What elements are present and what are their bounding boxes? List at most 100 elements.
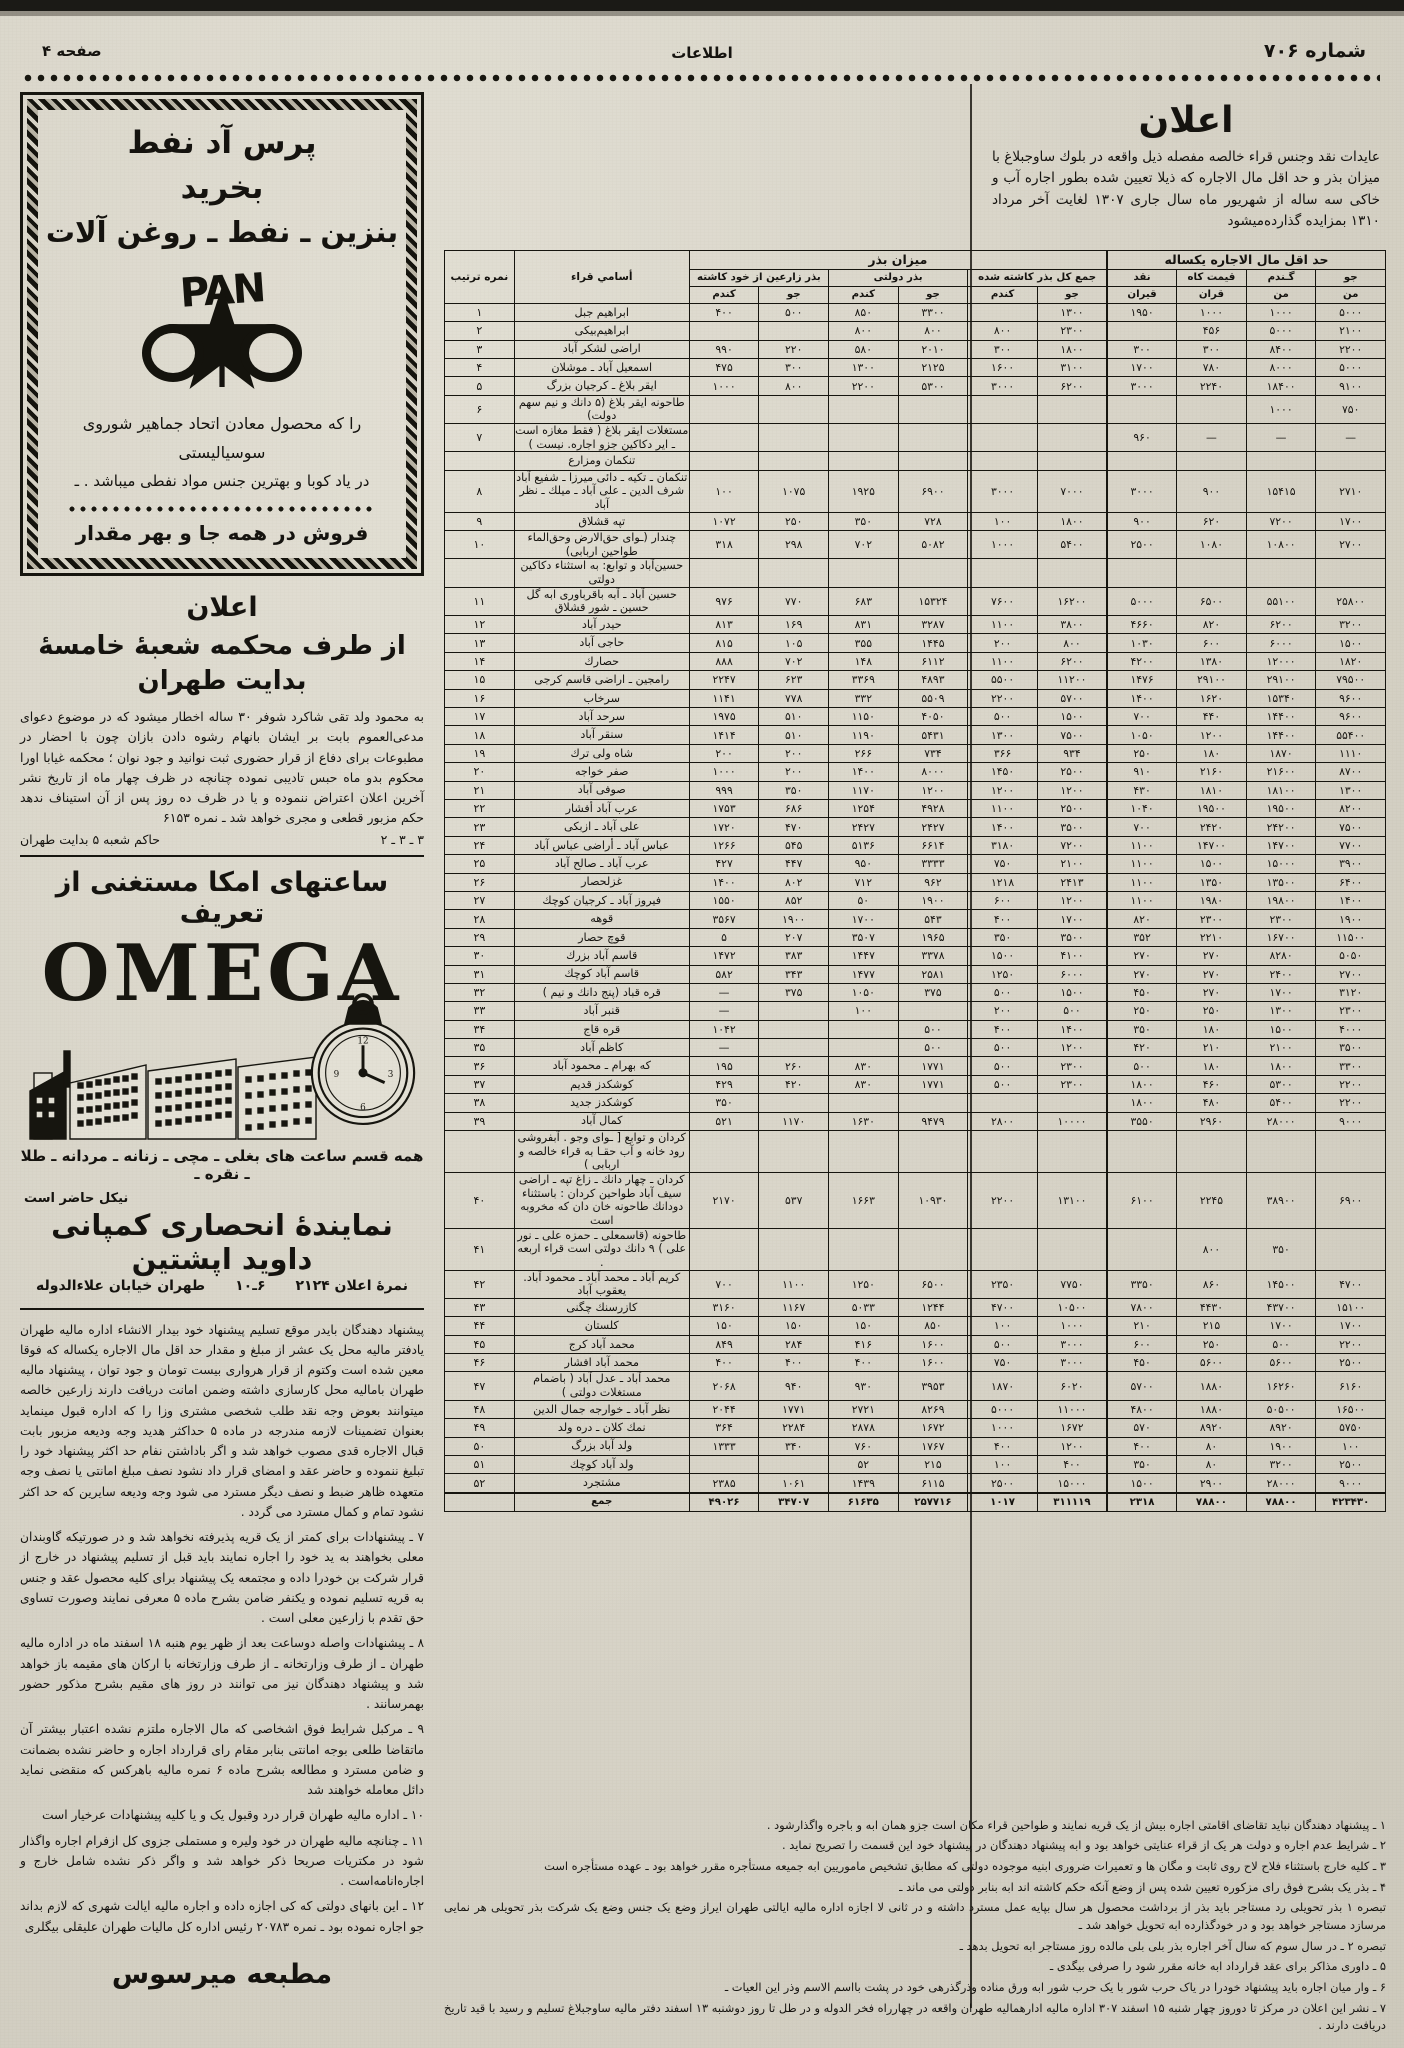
cell-gov-seed-wheat: ۳۵۰۷	[828, 927, 899, 948]
cell-gov-seed-wheat: ۱۵۰	[828, 1316, 899, 1336]
cell-cash: ۱۰۴۰	[1106, 798, 1178, 819]
cell-rent-barley: ۱۰۰	[1315, 1436, 1386, 1456]
unit-own-wheat: کندم	[688, 286, 760, 304]
unit-barley-man: من	[1315, 286, 1386, 304]
cell-row-number: ۱۶	[444, 688, 515, 709]
cell-straw-price: ۱۲۰۰	[1176, 725, 1247, 745]
cell-own-seed-barley	[758, 1130, 829, 1173]
cell-own-seed-barley: ۸۰۰	[758, 376, 829, 396]
cell-rent-barley: ۶۱۶۰	[1315, 1371, 1386, 1401]
cell-straw-price	[1176, 451, 1247, 471]
cell-village-name: چندار (ـوای حق‌الارض وحق‌الماء طواحین ار…	[513, 530, 690, 560]
table-row: ۴۰۰۰ ۱۵۰۰ ۱۸۰ ۳۵۰ ۱۴۰۰ ۴۰۰ ۵۰۰ ۱۰۴۲ قره قاج ۳۴	[444, 1019, 1386, 1040]
table-row: ۲۲۰۰ ۸۴۰۰ ۳۰۰ ۳۰۰ ۱۸۰۰ ۳۰۰ ۲۰۱۰ ۵۸۰ ۲۲۰ ۹۹۰ اراضی …	[444, 339, 1386, 359]
cell-own-seed-wheat: —	[688, 1038, 760, 1058]
cell-cash: ۱۸۰۰	[1106, 1074, 1178, 1095]
cell-rent-wheat: ۱۸۷۰	[1245, 743, 1317, 764]
pan-logo-left-loop	[142, 324, 204, 383]
unit-total-wheat: کندم	[967, 286, 1038, 304]
cell-total-seed-wheat: ۵۰۰	[967, 1038, 1038, 1058]
cell-total-seed-wheat: ۱۲۵۰	[967, 964, 1038, 984]
cell-total-seed-wheat	[967, 302, 1038, 323]
cell-gov-seed-barley: ۱۹۶۵	[897, 927, 969, 948]
cell-own-seed-wheat: ۱۰۰۰	[688, 376, 760, 396]
table-row: ۲۲۰۰ ۵۳۰۰ ۴۶۰ ۱۸۰۰ ۲۳۰۰ ۵۰۰ ۱۷۷۱ ۸۳۰ ۴۲۰ ۴۲۹ کوشکد…	[444, 1074, 1386, 1095]
cell-village-name: کمال آباد	[513, 1111, 690, 1132]
omega-advertisement[interactable]: ساعتهای امکا مستغنی از تعریف OMEGA	[20, 867, 424, 1310]
cell-total-seed-wheat: ۱۴۵۰	[967, 762, 1038, 782]
cell-total-seed-barley: ۲۵۰۰	[1036, 762, 1108, 782]
court-notice-heading: اعلان	[186, 591, 258, 623]
cell-rent-wheat: ۸۹۲۰	[1245, 1418, 1317, 1438]
cell-rent-barley: ۲۵۰۰	[1315, 1353, 1386, 1373]
cell-gov-seed-wheat: ۴۰۰	[828, 1353, 899, 1373]
cell-own-seed-barley	[758, 1227, 829, 1271]
cell-village-name: کاظم آباد	[513, 1038, 690, 1058]
table-head: حد اقل مال الاجاره یکساله میزان بذر أسام…	[444, 249, 1386, 304]
cell-rent-barley: ۲۷۰۰	[1315, 964, 1386, 984]
cell-gov-seed-wheat: ۲۷۲۱	[828, 1399, 899, 1420]
cell-straw-price: —	[1176, 423, 1247, 453]
cell-own-seed-wheat: ۱۷۲۰	[688, 817, 760, 837]
cell-rent-wheat: ۱۵۳۴۰	[1245, 688, 1317, 709]
table-row: ۱۴۰۰ ۱۹۸۰۰ ۱۹۸۰ ۱۱۰۰ ۱۲۰۰ ۶۰۰ ۱۹۰۰ ۵۰ ۸۵۲ ۱۵۵۰ فیر…	[444, 890, 1386, 911]
cell-rent-wheat: ۲۸۰۰۰	[1245, 1473, 1317, 1494]
cell-rent-barley: ۱۵۱۰۰	[1315, 1297, 1386, 1318]
cell-row-number	[444, 558, 515, 588]
cell-gov-seed-wheat: ۱۱۹۰	[828, 725, 899, 745]
table-row: ۸۷۰۰ ۲۱۶۰۰ ۲۱۶۰ ۹۱۰ ۲۵۰۰ ۱۴۵۰ ۸۰۰۰ ۱۴۰۰ ۲۰۰ ۱۰۰۰ ص…	[444, 762, 1386, 782]
cell-rent-barley: ۷۹۵۰۰	[1315, 670, 1386, 690]
court-notice-paragraph: به محمود ولد تقی شاکرد شوفر ۳۰ ساله اخطا…	[20, 709, 424, 826]
pan-oil-advertisement[interactable]: پرس آد نفط بخرید بنزین ـ نفط ـ روغن آلات…	[20, 92, 424, 576]
cell-row-number: ۷	[444, 423, 515, 453]
subheader-cash: نقد	[1106, 269, 1178, 288]
subheader-total-seed-sown: جمع کل بذر کاشته شده	[967, 269, 1109, 288]
pan-headline-2: بخرید	[180, 169, 264, 206]
cell-total-seed-barley: ۱۸۰۰	[1036, 511, 1108, 532]
cell-straw-price: ۲۵۰	[1176, 1001, 1247, 1021]
cell-own-seed-wheat	[688, 321, 760, 341]
cell-rent-wheat: ۱۵۰۰	[1245, 1019, 1317, 1040]
cell-own-seed-barley: ۳۴۳	[758, 964, 829, 984]
cell-own-seed-barley: ۳۵۰	[758, 780, 829, 800]
cell-own-seed-wheat: —	[688, 1001, 760, 1021]
cell-own-seed-barley: ۷۷۰	[758, 586, 829, 617]
cell-own-seed-barley: ۱۶۹	[758, 615, 829, 635]
cell-rent-wheat: ۱۴۴۰۰	[1245, 707, 1317, 727]
cell-gov-seed-barley: ۴۹۲۸	[897, 798, 969, 819]
cell-rent-barley	[1315, 1130, 1386, 1173]
cell-total-seed-wheat: ۲۳۵۰	[967, 1269, 1038, 1299]
cell-own-seed-wheat: ۱۷۵۳	[688, 798, 760, 819]
cell-cash: ۱۷۰۰	[1106, 357, 1178, 378]
cell-total-seed-barley: ۱۰۰۰۰	[1036, 1111, 1108, 1132]
totals-label: جمع	[513, 1491, 690, 1513]
table-row: ۵۷۵۰ ۸۹۲۰ ۸۹۲۰ ۵۷۰ ۱۶۷۲ ۱۰۰۰ ۱۶۷۲ ۲۸۷۸ ۲۲۸۴ ۳۶۴ نم…	[444, 1418, 1386, 1438]
omega-ad-code: ۶ـ۱۰	[235, 1277, 266, 1294]
cell-cash: ۱۱۰۰	[1106, 872, 1178, 892]
table-row: ۱۷۰۰ ۱۷۰۰ ۲۱۵ ۲۱۰ ۱۰۰۰ ۱۰۰ ۸۵۰ ۱۵۰ ۱۵۰ ۱۵۰ کلستان ۴…	[444, 1316, 1386, 1336]
cell-rent-barley: ۳۲۰۰	[1315, 615, 1386, 635]
cell-cash: ۹۱۰	[1106, 762, 1178, 782]
cell-straw-price: ۲۲۴۰	[1176, 376, 1247, 396]
cell-total-seed-barley	[1036, 423, 1108, 453]
cell-gov-seed-wheat: ۱۳۰۰	[828, 357, 899, 378]
cell-total-seed-wheat: ۳۱۸۰	[967, 835, 1038, 856]
cell-own-seed-wheat: ۵۲۱	[688, 1111, 760, 1132]
cell-village-name: کازرسنك چگنی	[513, 1297, 690, 1318]
cell-own-seed-barley	[758, 423, 829, 453]
cell-village-name: کلستان	[513, 1316, 690, 1336]
cell-own-seed-barley: ۱۱۶۷	[758, 1297, 829, 1318]
omega-ad-address: طهران خیابان علاءالدوله	[36, 1277, 206, 1294]
cell-gov-seed-barley: ۹۶۲	[897, 872, 969, 892]
cell-rent-barley: ۹۰۰۰	[1315, 1111, 1386, 1132]
cell-total-seed-wheat	[967, 558, 1038, 588]
subheader-straw-price: قیمت کاه	[1176, 269, 1247, 288]
cell-cash: ۱۰۳۰	[1106, 633, 1178, 653]
cell-rent-barley: ۴۰۰۰	[1315, 1019, 1386, 1040]
cell-rent-wheat	[1245, 451, 1317, 471]
cell-gov-seed-wheat: ۱۶۶۳	[828, 1171, 899, 1229]
cell-total-seed-wheat: ۵۰۰	[967, 982, 1038, 1003]
cell-straw-price: ۸۹۲۰	[1176, 1418, 1247, 1438]
cell-total-seed-wheat: ۲۸۰۰	[967, 1111, 1038, 1132]
